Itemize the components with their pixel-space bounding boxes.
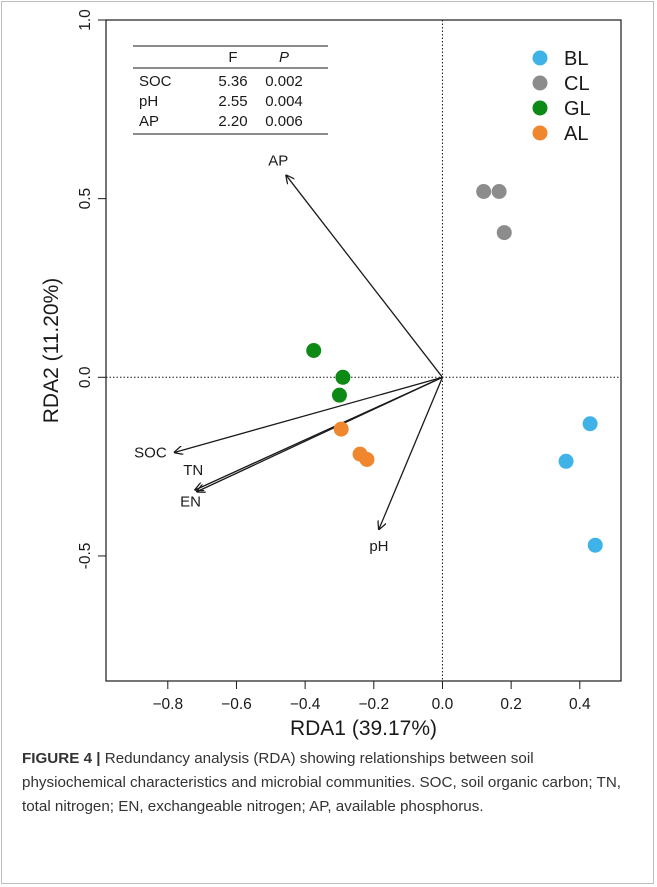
x-axis-title: RDA1 (39.17%)	[290, 717, 437, 740]
table-cell-variable: AP	[139, 113, 159, 130]
table-cell-p: 0.004	[265, 93, 303, 110]
y-tick-label: 1.0	[77, 9, 94, 31]
caption-label: FIGURE 4 |	[22, 750, 101, 767]
y-tick-label: 0.5	[77, 188, 94, 210]
legend-label-gl: GL	[564, 98, 591, 120]
x-tick-label: 0.2	[500, 696, 522, 713]
legend-marker-cl	[532, 75, 548, 91]
y-tick-label: 0.0	[77, 366, 94, 388]
caption-text: Redundancy analysis (RDA) showing relati…	[22, 750, 622, 815]
legend-marker-bl	[532, 50, 548, 66]
legend-label-al: AL	[564, 123, 588, 145]
table-cell-f: 2.55	[218, 93, 247, 110]
rda-biplot: −0.8 −0.6 −0.4 −0.2 0.0 0.2 0.4 -0.5 0.0 0.5 1.0 RD…	[40, 9, 622, 740]
point-bl	[558, 453, 574, 469]
y-axis-title: RDA2 (11.20%)	[40, 278, 63, 424]
vector-label-tn: TN	[183, 462, 203, 479]
point-al	[359, 451, 375, 467]
table-header-f: F	[228, 49, 237, 66]
table-cell-p: 0.006	[265, 113, 303, 130]
vector-arrow-ph	[379, 377, 444, 529]
legend-marker-al	[532, 125, 548, 141]
point-al	[333, 421, 349, 437]
point-bl	[587, 537, 603, 553]
x-tick-label: 0.0	[432, 696, 454, 713]
point-gl	[335, 369, 351, 385]
x-tick-label: 0.4	[569, 696, 591, 713]
x-tick-label: −0.8	[152, 696, 183, 713]
y-tick-label: -0.5	[77, 543, 94, 570]
legend-label-cl: CL	[564, 73, 590, 95]
x-tick-label: −0.4	[290, 696, 321, 713]
table-header-p: P	[279, 49, 289, 66]
table-cell-variable: pH	[139, 93, 158, 110]
figure-caption: FIGURE 4 | Redundancy analysis (RDA) sho…	[22, 747, 622, 819]
legend-label-bl: BL	[564, 48, 588, 70]
table-cell-f: 5.36	[218, 73, 247, 90]
vector-arrow-en	[197, 376, 443, 491]
x-tick-label: −0.6	[221, 696, 252, 713]
vector-label-en: EN	[180, 494, 201, 511]
table-cell-variable: SOC	[139, 73, 172, 90]
vector-label-soc: SOC	[134, 444, 167, 461]
legend-marker-gl	[532, 100, 548, 116]
x-tick-label: −0.2	[358, 696, 389, 713]
point-gl	[331, 387, 347, 403]
point-bl	[582, 416, 598, 432]
vector-arrow-soc	[175, 376, 443, 452]
point-cl	[496, 225, 512, 241]
point-gl	[306, 343, 322, 358]
table-cell-f: 2.20	[218, 113, 247, 130]
plot-area-border	[105, 19, 622, 682]
vector-arrow-ap	[286, 175, 443, 378]
table-cell-p: 0.002	[265, 73, 303, 90]
point-cl	[491, 184, 507, 200]
point-cl	[476, 184, 492, 200]
vector-label-ph: pH	[369, 538, 388, 555]
vector-label-ap: AP	[268, 152, 288, 169]
